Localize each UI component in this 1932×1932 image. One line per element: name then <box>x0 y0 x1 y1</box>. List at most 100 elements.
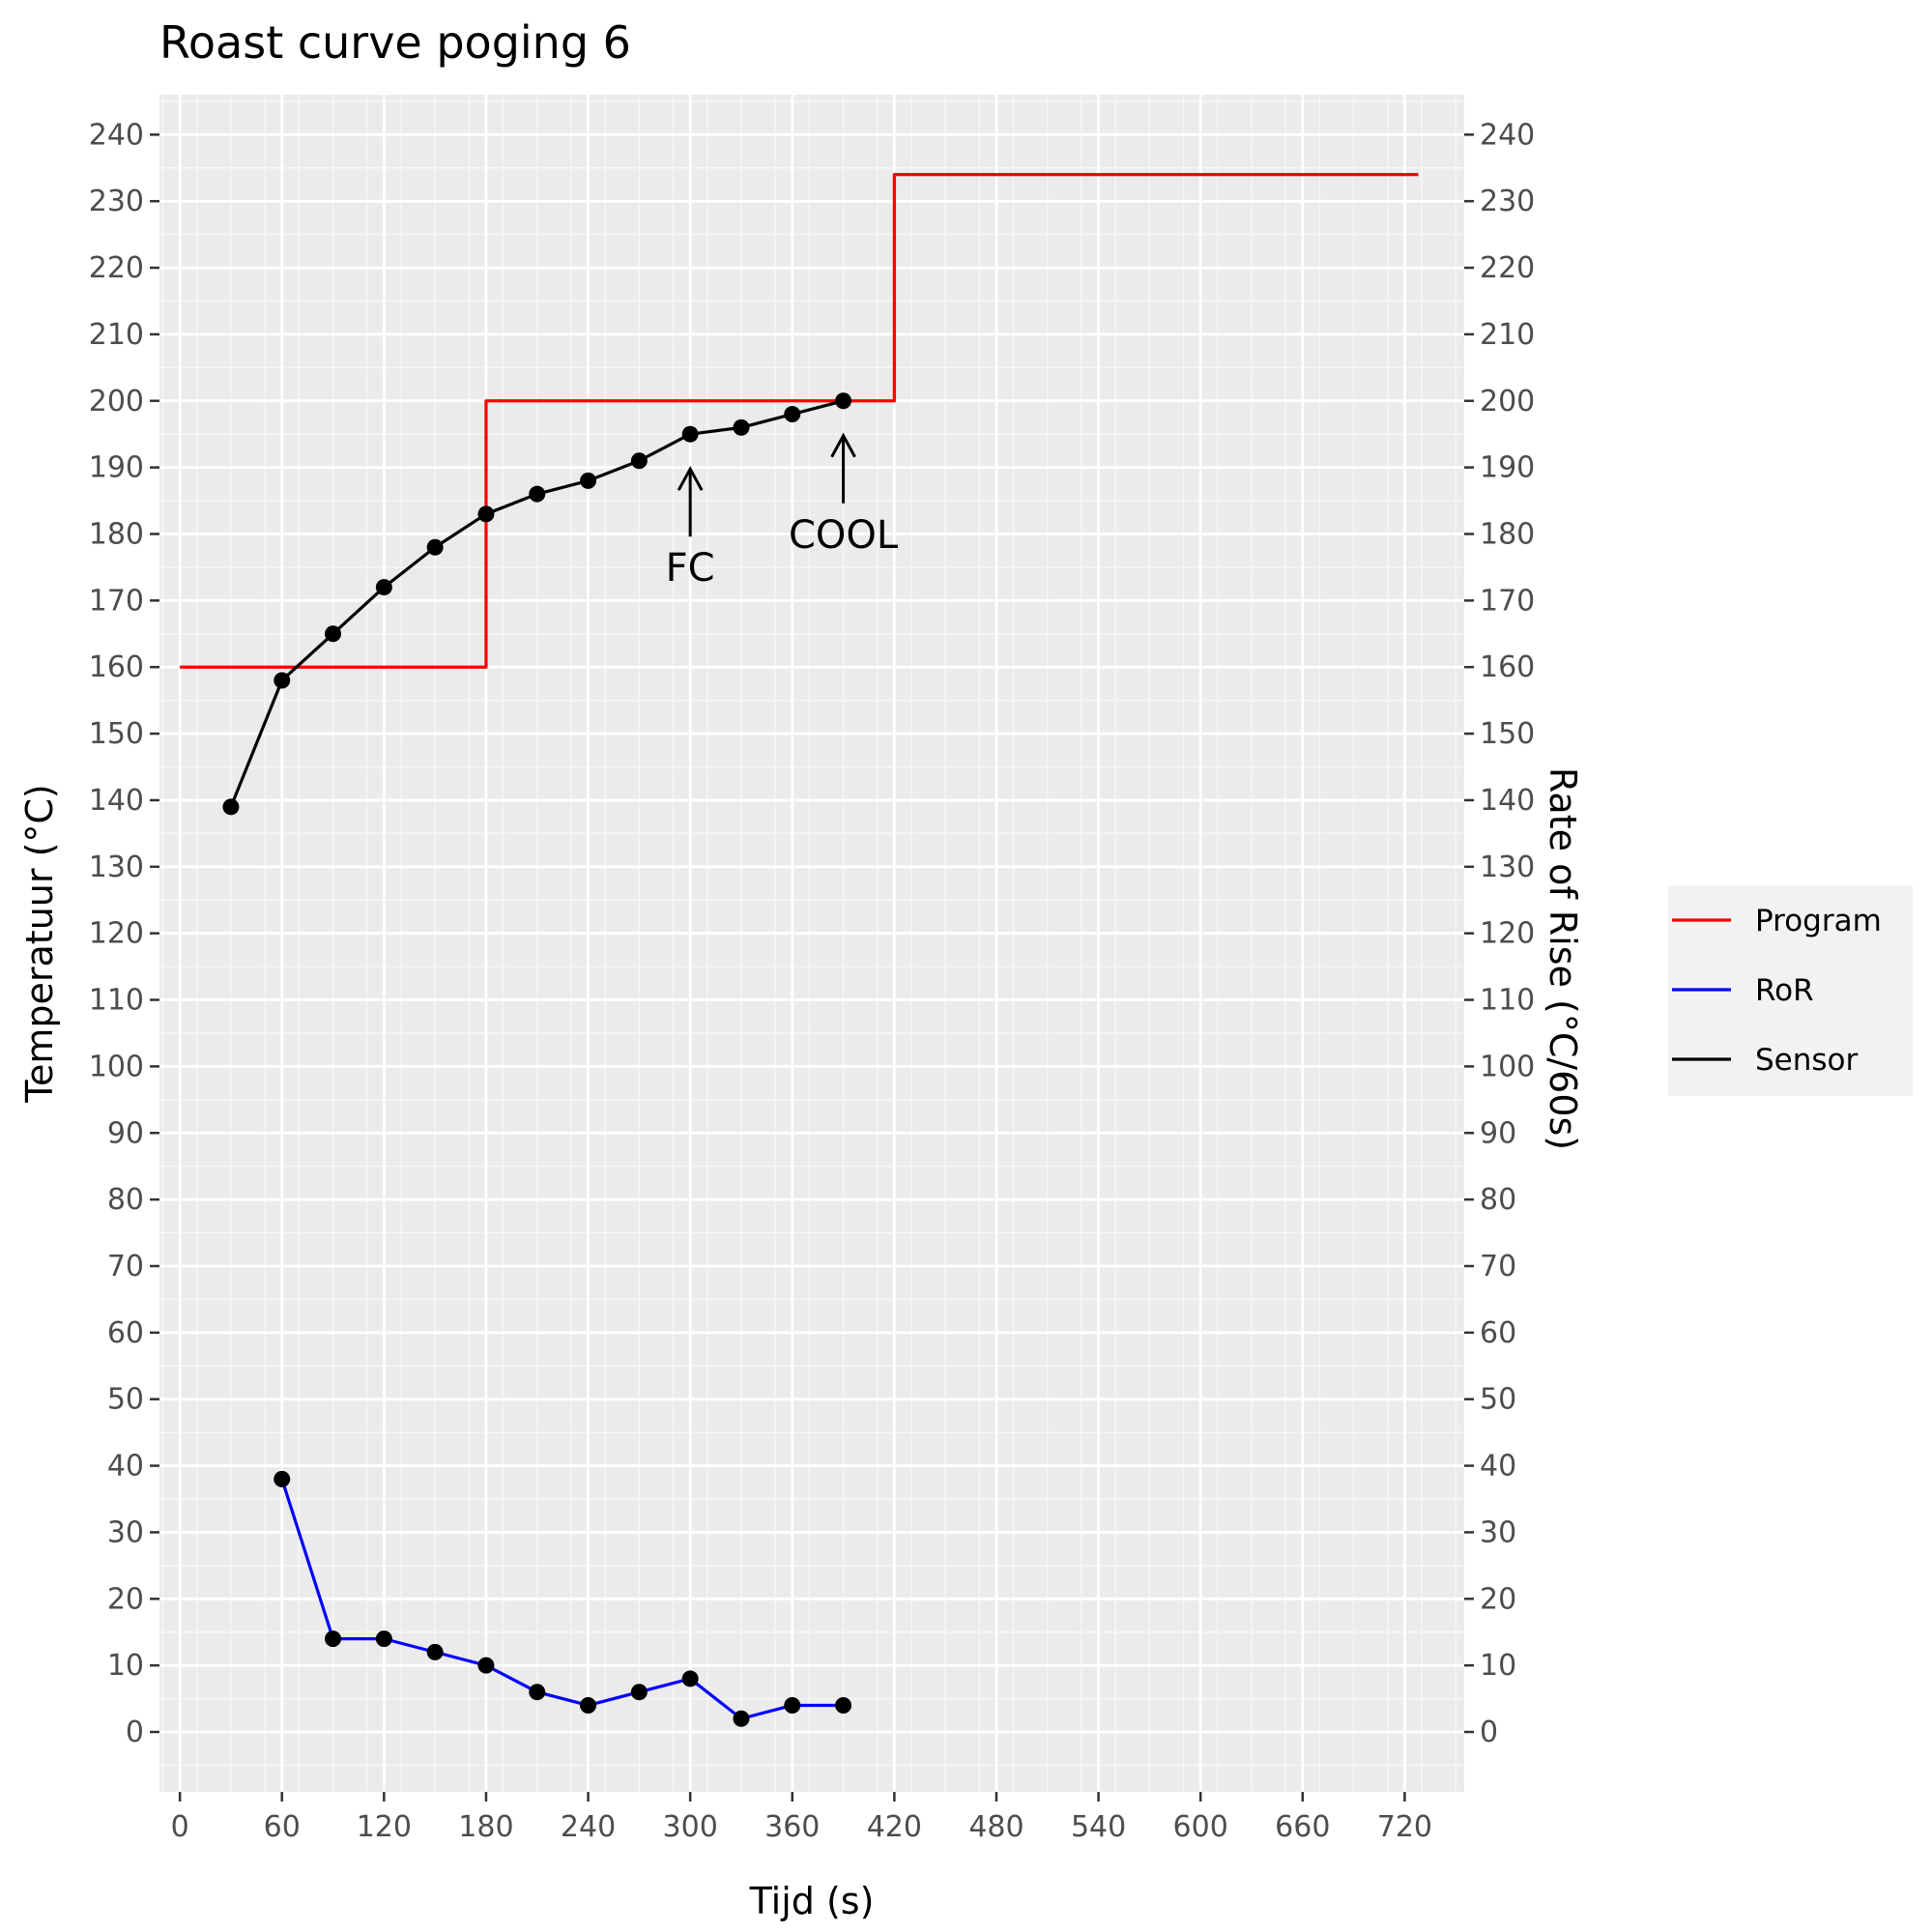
data-point-ror <box>835 1696 852 1714</box>
legend-label-program: Program <box>1755 904 1882 938</box>
y2-tick-label: 200 <box>1480 385 1535 418</box>
y-tick-label: 160 <box>89 650 144 684</box>
data-point-ror <box>274 1470 291 1487</box>
y2-tick-label: 80 <box>1480 1183 1516 1217</box>
data-point-sensor <box>426 538 444 556</box>
y2-tick-label: 20 <box>1480 1582 1516 1616</box>
data-point-ror <box>784 1696 801 1714</box>
data-point-ror <box>375 1630 392 1648</box>
y2-tick-label: 170 <box>1480 584 1535 618</box>
x-tick-label: 420 <box>867 1810 922 1844</box>
data-point-sensor <box>835 392 852 410</box>
annotation-arrow-head <box>677 466 704 491</box>
y-tick-label: 120 <box>89 917 144 951</box>
data-point-sensor <box>784 406 801 423</box>
y2-tick-label: 70 <box>1480 1250 1516 1283</box>
axes: 0 0 10 10 20 20 30 30 40 40 50 50 60 60 70 70 80 80 90 90 10… <box>89 118 1536 1844</box>
data-point-ror <box>529 1684 546 1701</box>
series-line-program <box>180 173 1419 669</box>
y2-tick-label: 120 <box>1480 917 1535 951</box>
y-tick-label: 110 <box>89 984 144 1018</box>
y2-tick-label: 210 <box>1480 318 1535 352</box>
data-point-ror <box>630 1684 648 1701</box>
data-point-sensor <box>733 418 750 436</box>
series-line-ror <box>280 1478 844 1720</box>
y-tick-label: 230 <box>89 185 144 218</box>
data-point-sensor <box>375 579 392 596</box>
x-tick-label: 540 <box>1071 1810 1126 1844</box>
minor-gridlines <box>159 95 1464 1792</box>
y2-axis-title: Rate of Rise (°C/60s) <box>1542 767 1584 1150</box>
y-tick-label: 0 <box>126 1716 144 1749</box>
legend-label-sensor: Sensor <box>1755 1043 1859 1078</box>
annotation-layer: FC COOL <box>666 432 899 591</box>
x-tick-label: 0 <box>171 1810 189 1844</box>
data-point-sensor <box>222 798 240 816</box>
y2-tick-label: 180 <box>1480 517 1535 551</box>
data-point-ror <box>580 1696 597 1714</box>
y-tick-label: 220 <box>89 251 144 285</box>
data-point-ror <box>325 1630 342 1648</box>
x-tick-label: 720 <box>1377 1810 1432 1844</box>
x-tick-label: 240 <box>561 1810 616 1844</box>
y2-tick-label: 30 <box>1480 1515 1516 1549</box>
y2-tick-label: 50 <box>1480 1383 1516 1417</box>
x-tick-label: 180 <box>458 1810 513 1844</box>
y-tick-label: 150 <box>89 717 144 751</box>
x-axis-title: Tijd (s) <box>749 1880 875 1922</box>
y2-tick-label: 160 <box>1480 650 1535 684</box>
y-tick-label: 20 <box>107 1582 144 1616</box>
data-point-ror <box>681 1670 699 1687</box>
data-point-sensor <box>529 485 546 503</box>
y2-tick-label: 130 <box>1480 851 1535 884</box>
data-point-sensor <box>325 625 342 643</box>
data-point-sensor <box>477 505 495 523</box>
annotation-label: COOL <box>789 513 899 558</box>
y2-tick-label: 190 <box>1480 451 1535 485</box>
y-tick-label: 40 <box>107 1450 144 1484</box>
y2-tick-label: 100 <box>1480 1050 1535 1083</box>
legend-label-ror: RoR <box>1755 973 1814 1008</box>
y-tick-label: 200 <box>89 385 144 418</box>
y2-tick-label: 220 <box>1480 251 1535 285</box>
x-tick-label: 300 <box>663 1810 718 1844</box>
y2-tick-label: 140 <box>1480 784 1535 818</box>
data-point-sensor <box>681 425 699 443</box>
plot-panel <box>159 95 1464 1792</box>
chart-title: Roast curve poging 6 <box>159 16 631 69</box>
y-tick-label: 100 <box>89 1050 144 1083</box>
x-tick-label: 480 <box>968 1810 1024 1844</box>
x-tick-label: 360 <box>764 1810 820 1844</box>
y-tick-label: 180 <box>89 517 144 551</box>
y2-tick-label: 150 <box>1480 717 1535 751</box>
series-layer <box>180 173 1419 1727</box>
data-point-sensor <box>580 472 597 489</box>
y2-tick-label: 10 <box>1480 1649 1516 1683</box>
data-point-ror <box>733 1710 750 1727</box>
y-tick-label: 170 <box>89 584 144 618</box>
major-gridlines <box>159 95 1464 1792</box>
data-point-ror <box>426 1643 444 1660</box>
y2-tick-label: 60 <box>1480 1316 1516 1350</box>
y-tick-label: 60 <box>107 1316 144 1350</box>
y-tick-label: 190 <box>89 451 144 485</box>
x-tick-label: 660 <box>1275 1810 1330 1844</box>
x-tick-label: 60 <box>264 1810 301 1844</box>
y2-tick-label: 40 <box>1480 1450 1516 1484</box>
y2-tick-label: 230 <box>1480 185 1535 218</box>
y-axis-title: Temperatuur (°C) <box>18 784 61 1104</box>
y-tick-label: 70 <box>107 1250 144 1283</box>
x-tick-label: 600 <box>1173 1810 1228 1844</box>
legend: Program RoR Sensor <box>1668 885 1913 1096</box>
y-tick-label: 140 <box>89 784 144 818</box>
y-tick-label: 130 <box>89 851 144 884</box>
y2-tick-label: 240 <box>1480 118 1535 152</box>
data-point-sensor <box>630 452 648 470</box>
y-tick-label: 30 <box>107 1515 144 1549</box>
y2-tick-label: 110 <box>1480 984 1535 1018</box>
data-point-ror <box>477 1657 495 1674</box>
y-tick-label: 80 <box>107 1183 144 1217</box>
y-tick-label: 10 <box>107 1649 144 1683</box>
y-tick-label: 240 <box>89 118 144 152</box>
